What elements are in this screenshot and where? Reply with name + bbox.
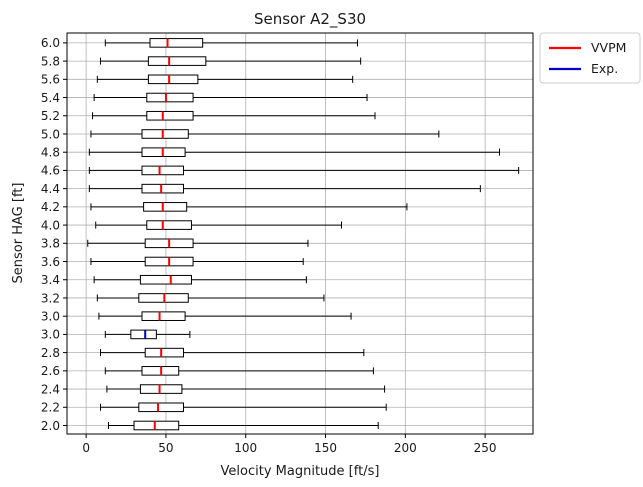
box-iqr	[139, 274, 192, 285]
box-vvpm-3-8	[87, 238, 309, 249]
plot-frame	[66, 32, 534, 435]
box-vvpm-2-2	[100, 402, 387, 413]
box-iqr	[149, 38, 204, 48]
box-vvpm-4-0	[95, 220, 342, 230]
x-tick-label: 250	[474, 441, 497, 455]
box-iqr	[141, 165, 184, 176]
y-tick-label: 3.2	[41, 291, 60, 305]
x-tick-label: 200	[394, 441, 417, 455]
y-tick-label: 5.0	[41, 127, 60, 141]
box-iqr	[141, 311, 186, 321]
box-iqr	[144, 347, 184, 358]
y-tick-label: 2.6	[41, 364, 60, 378]
box-iqr	[146, 110, 194, 121]
legend: VVPM Exp.	[539, 32, 641, 84]
y-tick-label: 4.2	[41, 200, 60, 214]
box-vvpm-4-8	[88, 147, 500, 157]
grid	[67, 33, 533, 434]
y-tick-label: 2.2	[41, 401, 60, 415]
box-iqr	[143, 202, 188, 212]
x-tick-label: 0	[82, 441, 90, 455]
box-iqr	[146, 220, 192, 230]
box-iqr	[133, 420, 180, 431]
box-vvpm-4-4	[88, 183, 481, 194]
y-tick-label: 4.4	[41, 182, 60, 196]
box-vvpm-5-6	[96, 74, 354, 85]
y-tick-label: 3.0	[41, 328, 60, 342]
y-tick-label: 2.4	[41, 382, 60, 396]
box-vvpm-3-0	[98, 311, 352, 321]
y-tick-label: 3.4	[41, 273, 60, 287]
y-tick-label: 4.6	[41, 164, 60, 178]
box-vvpm-4-6	[88, 165, 520, 176]
box-vvpm-2-0	[107, 420, 379, 431]
legend-label-exp: Exp.	[591, 61, 618, 76]
box-vvpm-5-2	[92, 110, 376, 121]
y-tick-label: 2.0	[41, 419, 60, 433]
box-iqr	[130, 329, 157, 340]
y-tick-label: 3.6	[41, 255, 60, 269]
x-tick-label: 50	[158, 441, 173, 455]
box-vvpm-5-0	[90, 129, 440, 139]
y-tick-label: 3.0	[41, 309, 60, 323]
box-iqr	[139, 384, 183, 394]
y-axis: 2.0 2.2 2.4 2.6 2.8 3.0 3.0 3.2 3.4 3.6 3.8 4.0 4.2 4…	[41, 36, 67, 433]
y-tick-label: 2.8	[41, 346, 60, 360]
box-vvpm-2-6	[104, 366, 374, 376]
box-exp-3-0	[104, 329, 191, 340]
y-axis-title: Sensor HAG [ft]	[11, 183, 26, 284]
x-tick-label: 100	[234, 441, 257, 455]
y-tick-label: 6.0	[41, 36, 60, 50]
x-axis: 0 50 100 150 200 250	[82, 434, 497, 455]
x-tick-label: 150	[314, 441, 337, 455]
y-tick-label: 4.0	[41, 218, 60, 232]
box-vvpm-4-2	[90, 202, 408, 212]
legend-label-vvpm: VVPM	[591, 40, 626, 55]
box-vvpm-2-4	[106, 384, 386, 394]
y-tick-label: 5.2	[41, 109, 60, 123]
y-tick-label: 5.8	[41, 54, 60, 68]
box-iqr	[141, 183, 184, 194]
box-iqr	[138, 402, 184, 413]
box-vvpm-3-6	[90, 256, 304, 267]
boxes	[87, 38, 520, 431]
box-vvpm-5-4	[93, 92, 368, 103]
box-vvpm-6-0	[104, 38, 358, 48]
y-tick-label: 4.8	[41, 146, 60, 160]
legend-frame	[539, 32, 641, 84]
y-tick-label: 5.4	[41, 91, 60, 105]
box-iqr	[147, 56, 207, 66]
y-tick-label: 5.6	[41, 73, 60, 87]
box-vvpm-5-8	[100, 56, 362, 66]
box-iqr	[147, 74, 199, 85]
box-iqr	[146, 92, 194, 103]
y-tick-label: 3.8	[41, 237, 60, 251]
box-vvpm-2-8	[100, 347, 365, 358]
box-vvpm-3-2	[96, 293, 325, 303]
box-iqr	[141, 129, 189, 139]
box-vvpm-3-4	[93, 274, 307, 285]
x-axis-title: Velocity Magnitude [ft/s]	[221, 464, 380, 479]
chart-title: Sensor A2_S30	[254, 10, 366, 29]
